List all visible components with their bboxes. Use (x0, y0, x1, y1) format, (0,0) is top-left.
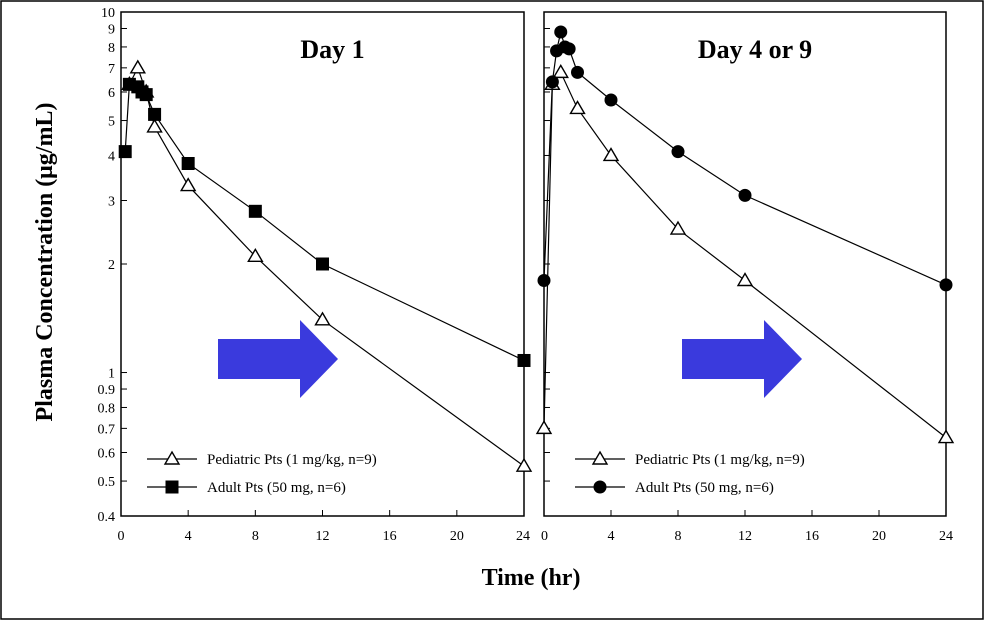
data-point (937, 429, 955, 444)
data-point (139, 88, 153, 102)
series-adult (537, 25, 953, 292)
data-point (181, 157, 195, 171)
x-tick-label: 12 (738, 529, 752, 544)
data-point (146, 118, 163, 133)
data-point (552, 63, 569, 79)
x-tick-label: 24 (939, 529, 953, 544)
x-tick-label: 20 (450, 529, 464, 544)
panel-day-4-or-9: 0 4 8 12 16 20 24 Day 4 or 9 Pediatric Pts (1 mg… (535, 11, 955, 544)
y-tick-label: 0.4 (98, 510, 116, 525)
data-point (535, 419, 553, 435)
arrow-right-icon (682, 320, 802, 398)
data-point (939, 278, 953, 292)
legend-marker (163, 450, 181, 465)
data-point (545, 75, 559, 89)
x-axis-title: Time (hr) (482, 565, 581, 591)
data-point (554, 25, 568, 39)
y-tick-label: 1 (108, 367, 115, 382)
data-point (669, 220, 687, 235)
y-tick-label: 9 (108, 22, 115, 37)
x-tick-label: 16 (383, 529, 397, 544)
x-tick-label: 4 (185, 529, 192, 544)
data-point (604, 93, 618, 107)
data-point (248, 204, 262, 218)
legend-label: Adult Pts (50 mg, n=6) (207, 480, 346, 496)
series-adult (118, 77, 531, 367)
data-point (602, 147, 620, 162)
y-tick-label: 4 (108, 149, 115, 164)
y-tick-label: 3 (108, 195, 115, 210)
y-tick-label: 0.9 (98, 383, 116, 398)
data-point (738, 188, 752, 202)
y-tick-label: 8 (108, 41, 115, 56)
data-point (247, 247, 264, 263)
x-tick-label: 24 (516, 529, 530, 544)
x-tick-label: 8 (675, 529, 682, 544)
data-point (517, 353, 531, 367)
legend-label: Adult Pts (50 mg, n=6) (635, 480, 774, 496)
data-point (671, 145, 685, 159)
x-tick-label: 16 (805, 529, 819, 544)
legend-entry: Adult Pts (50 mg, n=6) (575, 480, 774, 496)
panel-title: Day 1 (300, 35, 364, 64)
data-point (179, 177, 197, 192)
y-tick-label: 5 (108, 115, 115, 130)
y-tick-label: 6 (108, 86, 115, 101)
data-point (571, 65, 584, 79)
panel-title: Day 4 or 9 (698, 35, 812, 64)
data-point (314, 311, 331, 326)
legend-entry: Adult Pts (50 mg, n=6) (147, 480, 346, 496)
data-point (736, 272, 754, 287)
legend-marker (593, 480, 607, 494)
x-tick-label: 4 (608, 529, 615, 544)
legend-marker (165, 480, 179, 494)
y-axis-title: Plasma Concentration (μg/mL) (32, 103, 58, 422)
legend-entry: Pediatric Pts (1 mg/kg, n=9) (147, 450, 377, 468)
legend-label: Pediatric Pts (1 mg/kg, n=9) (635, 452, 805, 468)
data-point (569, 100, 586, 115)
data-point (562, 42, 576, 56)
legend-marker (591, 450, 609, 465)
data-point (118, 145, 132, 159)
data-point (515, 457, 533, 472)
data-point (129, 59, 147, 74)
data-point (316, 257, 329, 271)
data-point (537, 273, 551, 287)
y-tick-label: 7 (108, 62, 115, 77)
x-tick-label: 12 (316, 529, 330, 544)
legend-entry: Pediatric Pts (1 mg/kg, n=9) (575, 450, 805, 468)
x-tick-label: 0 (541, 529, 548, 544)
y-tick-label: 0.6 (98, 447, 116, 462)
data-point (148, 107, 162, 121)
y-tick-label: 0.8 (98, 401, 116, 416)
x-tick-label: 20 (872, 529, 886, 544)
y-tick-label: 0.7 (98, 422, 116, 437)
x-tick-label: 0 (118, 529, 125, 544)
y-tick-label: 0.5 (98, 475, 116, 490)
y-tick-label: 10 (101, 6, 115, 21)
x-tick-label: 8 (252, 529, 259, 544)
legend-label: Pediatric Pts (1 mg/kg, n=9) (207, 452, 377, 468)
y-tick-label: 2 (108, 258, 115, 273)
arrow-right-icon (218, 320, 338, 398)
